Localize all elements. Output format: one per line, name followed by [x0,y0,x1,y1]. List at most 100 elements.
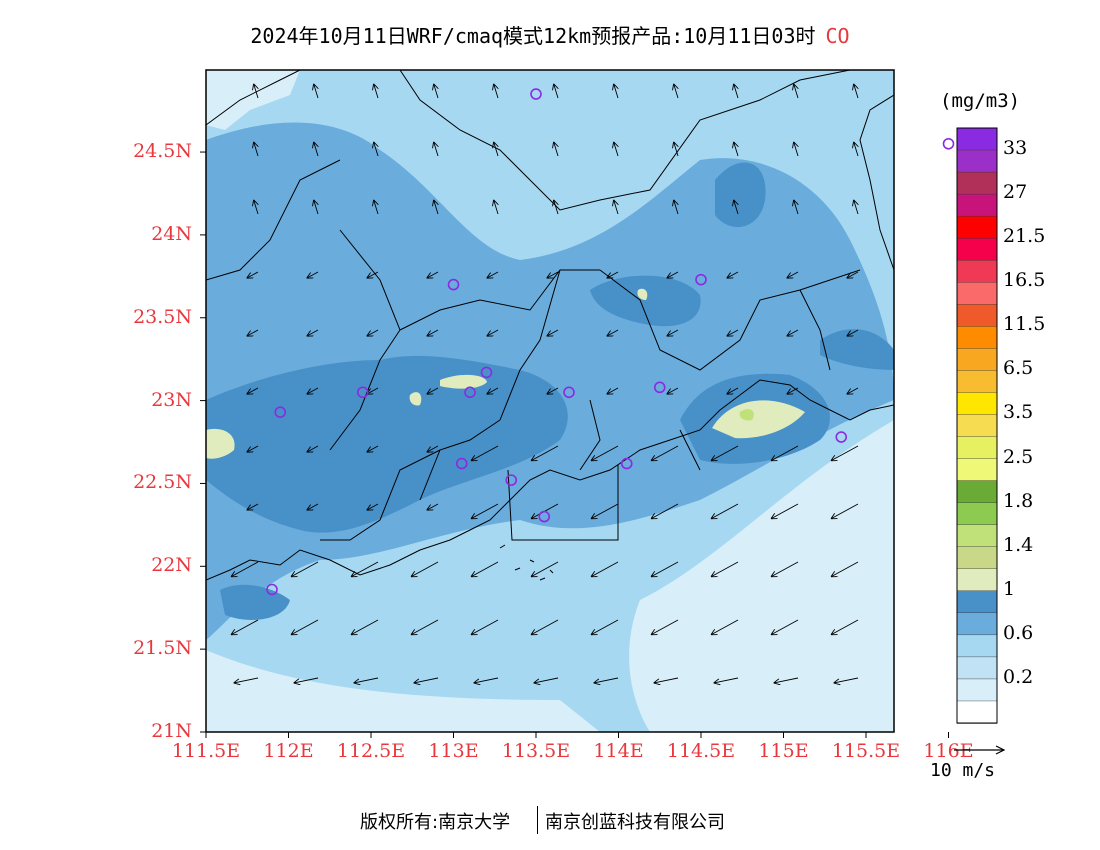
wind-arrow [734,143,738,157]
wind-arrow [307,329,319,336]
wind-arrow [427,503,439,510]
lon-label: 114E [593,740,644,762]
colorbar-cell [956,149,998,173]
wind-arrow [772,445,799,460]
wind-arrow [554,85,558,99]
station-marker [455,457,468,470]
wind-arrow [307,387,319,394]
wind-arrow [727,329,739,336]
wind-arrow [472,561,499,576]
axis-ticks [200,151,949,738]
lon-label: 114.5E [666,740,736,762]
wind-arrow [472,619,499,634]
wind-arrow [314,143,318,157]
wind-arrow [367,271,379,278]
wind-arrow [607,329,619,336]
wind-arrow [472,503,499,518]
hong-kong-boundary [507,465,619,541]
wind-arrow [794,201,798,215]
island-outline [499,544,554,581]
colorbar-cell [956,700,998,724]
wind-arrow [727,387,739,394]
wind-arrow [847,387,859,394]
wind-arrow [254,201,258,215]
copyright-text: 版权所有:南京大学 [360,812,511,833]
wind-arrow [592,503,619,518]
field-light-nw [206,70,300,130]
lon-label: 112E [263,740,314,762]
colorbar-label: 33 [1003,137,1028,160]
wind-arrow [414,677,439,683]
wind-arrow [434,143,438,157]
wind-arrow [712,561,739,576]
colorbar-cell [956,171,998,195]
wind-arrow [787,329,799,336]
wind-arrow [292,619,319,634]
wind-arrow [254,143,258,157]
wind-arrow [854,201,858,215]
wind-arrow [367,503,379,510]
wind-arrow [547,271,559,278]
colorbar-cell [956,370,998,394]
wind-arrow [494,143,498,157]
wind-arrow [532,445,559,460]
colorbar-cell [956,260,998,283]
wind-arrow [352,619,379,634]
field-dark-prd [206,355,568,533]
lat-label: 23N [151,388,192,411]
colorbar-cell [956,304,998,328]
wind-arrow [374,201,378,215]
colorbar-label: 27 [1003,181,1028,204]
wind-arrow [412,561,439,576]
colorbar-cell [956,656,998,680]
colorbar-label: 0.2 [1003,665,1034,688]
field-high-huizhou [712,400,805,439]
wind-arrow [374,143,378,157]
lon-label: 113E [428,740,479,762]
wind-arrow [472,445,499,460]
lat-label: 23.5N [133,305,192,328]
wind-arrow [354,677,379,683]
monitoring-stations [266,88,988,596]
field-light-sea [629,420,894,732]
colorbar-cell [956,282,998,305]
station-marker [530,88,542,100]
wind-arrow [547,387,559,394]
colorbar-cell [956,127,998,151]
colorbar-cell [956,193,998,217]
wind-arrow [487,271,499,278]
wind-arrow [532,619,559,634]
wind-arrow [534,677,559,683]
colorbar-cell [956,326,998,350]
wind-arrow [427,271,439,278]
station-marker [620,457,633,470]
lat-label: 22.5N [133,471,192,494]
wind-arrow [607,387,619,394]
field-high-foshan [409,392,422,406]
wind-arrow [592,619,619,634]
wind-arrow [674,143,678,157]
wind-reference-arrow [954,745,1006,755]
lat-label: 24N [151,222,192,245]
wind-arrow [494,201,498,215]
species-label: CO [825,24,850,48]
colorbar-cell [956,590,998,614]
lon-label: 113.5E [501,740,571,762]
field-high-west [206,428,235,459]
wind-arrow [547,329,559,336]
wind-arrow [592,445,619,460]
wind-arrow [314,85,318,99]
colorbar-cell [956,215,998,239]
wind-arrow [594,677,619,683]
wind-arrow [734,85,738,99]
colorbar-label: 3.5 [1003,401,1034,424]
lon-label: 111.5E [171,740,241,762]
colorbar-label: 0.6 [1003,621,1034,644]
station-marker [835,431,848,443]
field-light-sw [206,650,600,732]
wind-vectors [232,85,858,683]
colorbar-cell [956,634,998,658]
colorbar-cell [956,612,998,636]
colorbar [956,127,998,724]
